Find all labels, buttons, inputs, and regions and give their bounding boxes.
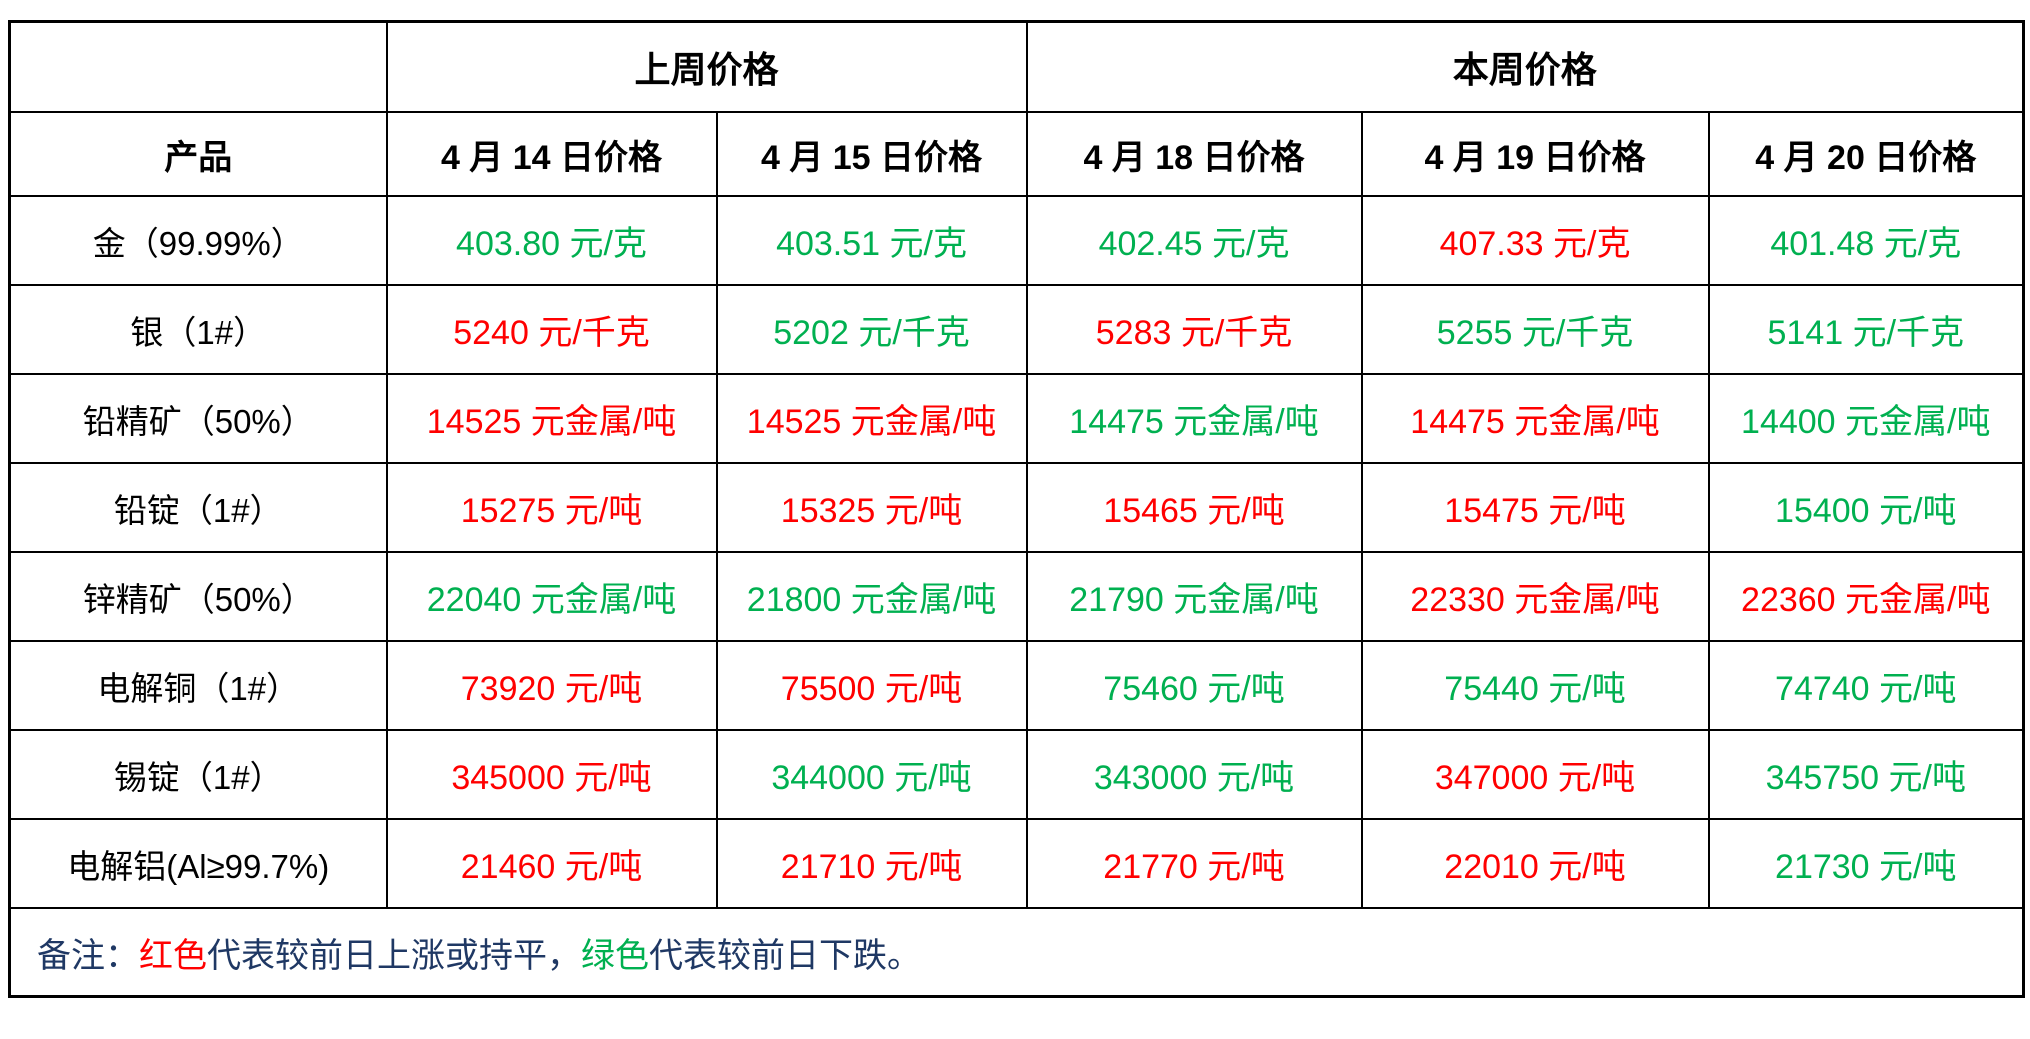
corner-blank-cell bbox=[8, 20, 388, 113]
price-cell: 14525 元金属/吨 bbox=[715, 373, 1028, 464]
price-cell: 22040 元金属/吨 bbox=[385, 551, 718, 642]
price-cell: 345750 元/吨 bbox=[1707, 729, 2025, 820]
price-cell: 15275 元/吨 bbox=[385, 462, 718, 553]
price-cell: 75440 元/吨 bbox=[1360, 640, 1710, 731]
last-week-group-header: 上周价格 bbox=[385, 20, 1028, 113]
product-name-cell: 锡锭（1#） bbox=[8, 729, 388, 820]
table-row: 电解铝(Al≥99.7%) 21460 元/吨 21710 元/吨 21770 元/吨… bbox=[8, 818, 2025, 909]
product-name-cell: 电解铜（1#） bbox=[8, 640, 388, 731]
price-cell: 21790 元金属/吨 bbox=[1025, 551, 1363, 642]
group-header-row: 上周价格 本周价格 bbox=[8, 20, 2025, 113]
price-cell: 5283 元/千克 bbox=[1025, 284, 1363, 375]
product-name-cell: 银（1#） bbox=[8, 284, 388, 375]
date-header-apr20: 4 月 20 日价格 bbox=[1707, 111, 2025, 197]
product-name-cell: 锌精矿（50%） bbox=[8, 551, 388, 642]
price-cell: 5240 元/千克 bbox=[385, 284, 718, 375]
price-cell: 15465 元/吨 bbox=[1025, 462, 1363, 553]
price-cell: 14475 元金属/吨 bbox=[1025, 373, 1363, 464]
price-cell: 75500 元/吨 bbox=[715, 640, 1028, 731]
price-cell: 74740 元/吨 bbox=[1707, 640, 2025, 731]
table-row: 铅锭（1#） 15275 元/吨 15325 元/吨 15465 元/吨 15475 元… bbox=[8, 462, 2025, 553]
price-cell: 14400 元金属/吨 bbox=[1707, 373, 2025, 464]
table-row: 铅精矿（50%） 14525 元金属/吨 14525 元金属/吨 14475 元金属/… bbox=[8, 373, 2025, 464]
price-cell: 21730 元/吨 bbox=[1707, 818, 2025, 909]
price-cell: 21710 元/吨 bbox=[715, 818, 1028, 909]
price-cell: 347000 元/吨 bbox=[1360, 729, 1710, 820]
note-segment: 代表较前日下跌。 bbox=[649, 936, 921, 975]
price-cell: 14475 元金属/吨 bbox=[1360, 373, 1710, 464]
price-cell: 5255 元/千克 bbox=[1360, 284, 1710, 375]
note-segment: 红色 bbox=[139, 936, 207, 975]
price-cell: 15325 元/吨 bbox=[715, 462, 1028, 553]
table-row: 锌精矿（50%） 22040 元金属/吨 21800 元金属/吨 21790 元金属/… bbox=[8, 551, 2025, 642]
price-cell: 21460 元/吨 bbox=[385, 818, 718, 909]
product-name-cell: 铅锭（1#） bbox=[8, 462, 388, 553]
price-cell: 401.48 元/克 bbox=[1707, 195, 2025, 286]
date-header-apr18: 4 月 18 日价格 bbox=[1025, 111, 1363, 197]
note-segment: 绿色 bbox=[581, 936, 649, 975]
price-cell: 14525 元金属/吨 bbox=[385, 373, 718, 464]
date-header-apr19: 4 月 19 日价格 bbox=[1360, 111, 1710, 197]
table-row: 电解铜（1#） 73920 元/吨 75500 元/吨 75460 元/吨 75440 … bbox=[8, 640, 2025, 731]
price-cell: 403.80 元/克 bbox=[385, 195, 718, 286]
price-cell: 343000 元/吨 bbox=[1025, 729, 1363, 820]
date-header-apr15: 4 月 15 日价格 bbox=[715, 111, 1028, 197]
price-cell: 15400 元/吨 bbox=[1707, 462, 2025, 553]
table-row: 锡锭（1#） 345000 元/吨 344000 元/吨 343000 元/吨 3470… bbox=[8, 729, 2025, 820]
product-name-cell: 铅精矿（50%） bbox=[8, 373, 388, 464]
price-cell: 15475 元/吨 bbox=[1360, 462, 1710, 553]
table-row: 金（99.99%） 403.80 元/克 403.51 元/克 402.45 元/克 4… bbox=[8, 195, 2025, 286]
price-cell: 22330 元金属/吨 bbox=[1360, 551, 1710, 642]
price-cell: 5202 元/千克 bbox=[715, 284, 1028, 375]
product-name-cell: 金（99.99%） bbox=[8, 195, 388, 286]
this-week-group-header: 本周价格 bbox=[1025, 20, 2025, 113]
note-segment: 代表较前日上涨或持平， bbox=[207, 936, 581, 975]
price-cell: 22010 元/吨 bbox=[1360, 818, 1710, 909]
price-cell: 403.51 元/克 bbox=[715, 195, 1028, 286]
product-name-cell: 电解铝(Al≥99.7%) bbox=[8, 818, 388, 909]
metal-price-table: 上周价格 本周价格 产品 4 月 14 日价格 4 月 15 日价格 4 月 1… bbox=[8, 20, 2026, 998]
price-cell: 5141 元/千克 bbox=[1707, 284, 2025, 375]
note-row: 备注：红色代表较前日上涨或持平，绿色代表较前日下跌。 bbox=[8, 907, 2025, 998]
price-cell: 75460 元/吨 bbox=[1025, 640, 1363, 731]
price-cell: 73920 元/吨 bbox=[385, 640, 718, 731]
date-header-apr14: 4 月 14 日价格 bbox=[385, 111, 718, 197]
price-cell: 21770 元/吨 bbox=[1025, 818, 1363, 909]
date-header-row: 产品 4 月 14 日价格 4 月 15 日价格 4 月 18 日价格 4 月 … bbox=[8, 111, 2025, 197]
price-cell: 407.33 元/克 bbox=[1360, 195, 1710, 286]
product-column-header: 产品 bbox=[8, 111, 388, 197]
note-cell: 备注：红色代表较前日上涨或持平，绿色代表较前日下跌。 bbox=[8, 907, 2025, 998]
table-row: 银（1#） 5240 元/千克 5202 元/千克 5283 元/千克 5255 元/千… bbox=[8, 284, 2025, 375]
price-cell: 402.45 元/克 bbox=[1025, 195, 1363, 286]
note-segment: 备注： bbox=[37, 936, 139, 975]
price-cell: 345000 元/吨 bbox=[385, 729, 718, 820]
price-cell: 21800 元金属/吨 bbox=[715, 551, 1028, 642]
price-cell: 344000 元/吨 bbox=[715, 729, 1028, 820]
price-cell: 22360 元金属/吨 bbox=[1707, 551, 2025, 642]
